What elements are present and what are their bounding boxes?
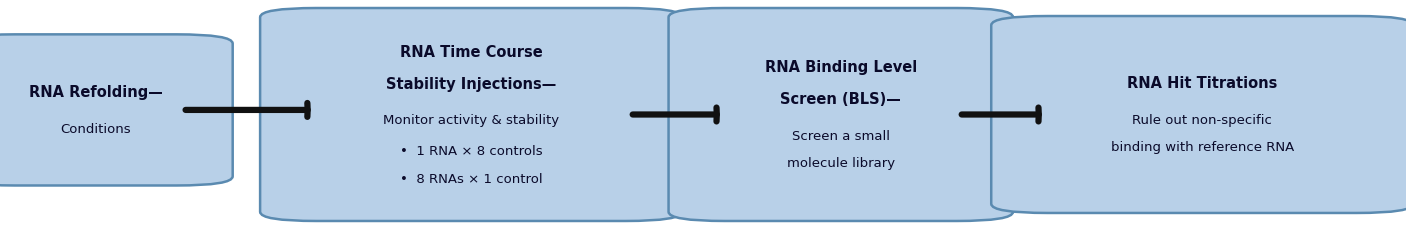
FancyBboxPatch shape — [260, 8, 682, 221]
Text: Screen a small: Screen a small — [792, 130, 890, 143]
Text: RNA Binding Level: RNA Binding Level — [765, 60, 917, 75]
FancyBboxPatch shape — [991, 16, 1406, 213]
FancyBboxPatch shape — [669, 8, 1012, 221]
Text: Monitor activity & stability: Monitor activity & stability — [382, 114, 560, 127]
Text: RNA Time Course: RNA Time Course — [399, 45, 543, 60]
Text: •  1 RNA × 8 controls: • 1 RNA × 8 controls — [399, 145, 543, 158]
Text: Stability Injections—: Stability Injections— — [385, 77, 557, 92]
Text: Conditions: Conditions — [60, 123, 131, 136]
Text: Rule out non-specific: Rule out non-specific — [1132, 114, 1272, 127]
Text: •  8 RNAs × 1 control: • 8 RNAs × 1 control — [399, 173, 543, 186]
Text: RNA Hit Titrations: RNA Hit Titrations — [1128, 76, 1277, 91]
Text: RNA Refolding—: RNA Refolding— — [28, 85, 163, 100]
Text: molecule library: molecule library — [787, 157, 894, 170]
FancyBboxPatch shape — [0, 34, 233, 185]
Text: binding with reference RNA: binding with reference RNA — [1111, 141, 1294, 154]
Text: Screen (BLS)—: Screen (BLS)— — [780, 92, 901, 107]
